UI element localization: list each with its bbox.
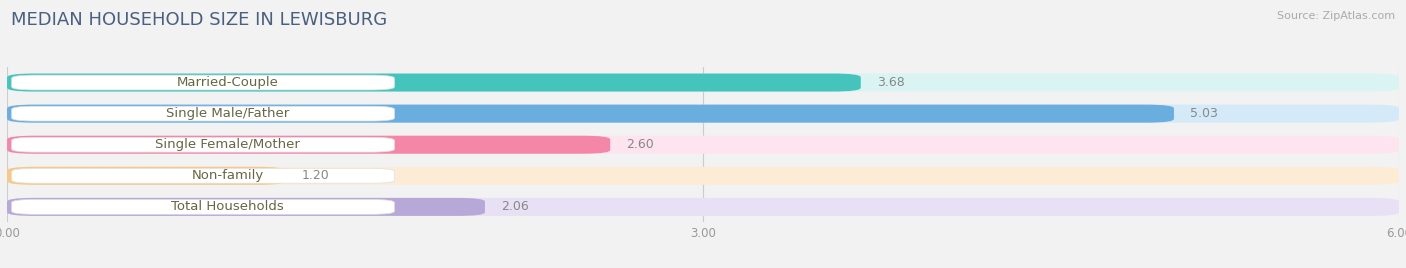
FancyBboxPatch shape bbox=[7, 105, 1399, 123]
FancyBboxPatch shape bbox=[11, 168, 395, 183]
Text: 1.20: 1.20 bbox=[302, 169, 329, 182]
FancyBboxPatch shape bbox=[7, 167, 285, 185]
FancyBboxPatch shape bbox=[7, 198, 485, 216]
FancyBboxPatch shape bbox=[7, 73, 860, 92]
FancyBboxPatch shape bbox=[11, 137, 395, 152]
Text: Married-Couple: Married-Couple bbox=[177, 76, 278, 89]
Text: MEDIAN HOUSEHOLD SIZE IN LEWISBURG: MEDIAN HOUSEHOLD SIZE IN LEWISBURG bbox=[11, 11, 388, 29]
Text: Non-family: Non-family bbox=[191, 169, 263, 182]
FancyBboxPatch shape bbox=[7, 167, 1399, 185]
Text: 2.06: 2.06 bbox=[501, 200, 529, 213]
FancyBboxPatch shape bbox=[11, 199, 395, 214]
FancyBboxPatch shape bbox=[11, 75, 395, 90]
Text: 5.03: 5.03 bbox=[1191, 107, 1218, 120]
FancyBboxPatch shape bbox=[7, 105, 1174, 123]
Text: 2.60: 2.60 bbox=[627, 138, 654, 151]
FancyBboxPatch shape bbox=[7, 136, 610, 154]
FancyBboxPatch shape bbox=[7, 198, 1399, 216]
Text: Single Male/Father: Single Male/Father bbox=[166, 107, 290, 120]
FancyBboxPatch shape bbox=[11, 106, 395, 121]
FancyBboxPatch shape bbox=[7, 73, 1399, 92]
FancyBboxPatch shape bbox=[7, 136, 1399, 154]
Text: Total Households: Total Households bbox=[172, 200, 284, 213]
Text: Single Female/Mother: Single Female/Mother bbox=[155, 138, 299, 151]
Text: Source: ZipAtlas.com: Source: ZipAtlas.com bbox=[1277, 11, 1395, 21]
Text: 3.68: 3.68 bbox=[877, 76, 904, 89]
